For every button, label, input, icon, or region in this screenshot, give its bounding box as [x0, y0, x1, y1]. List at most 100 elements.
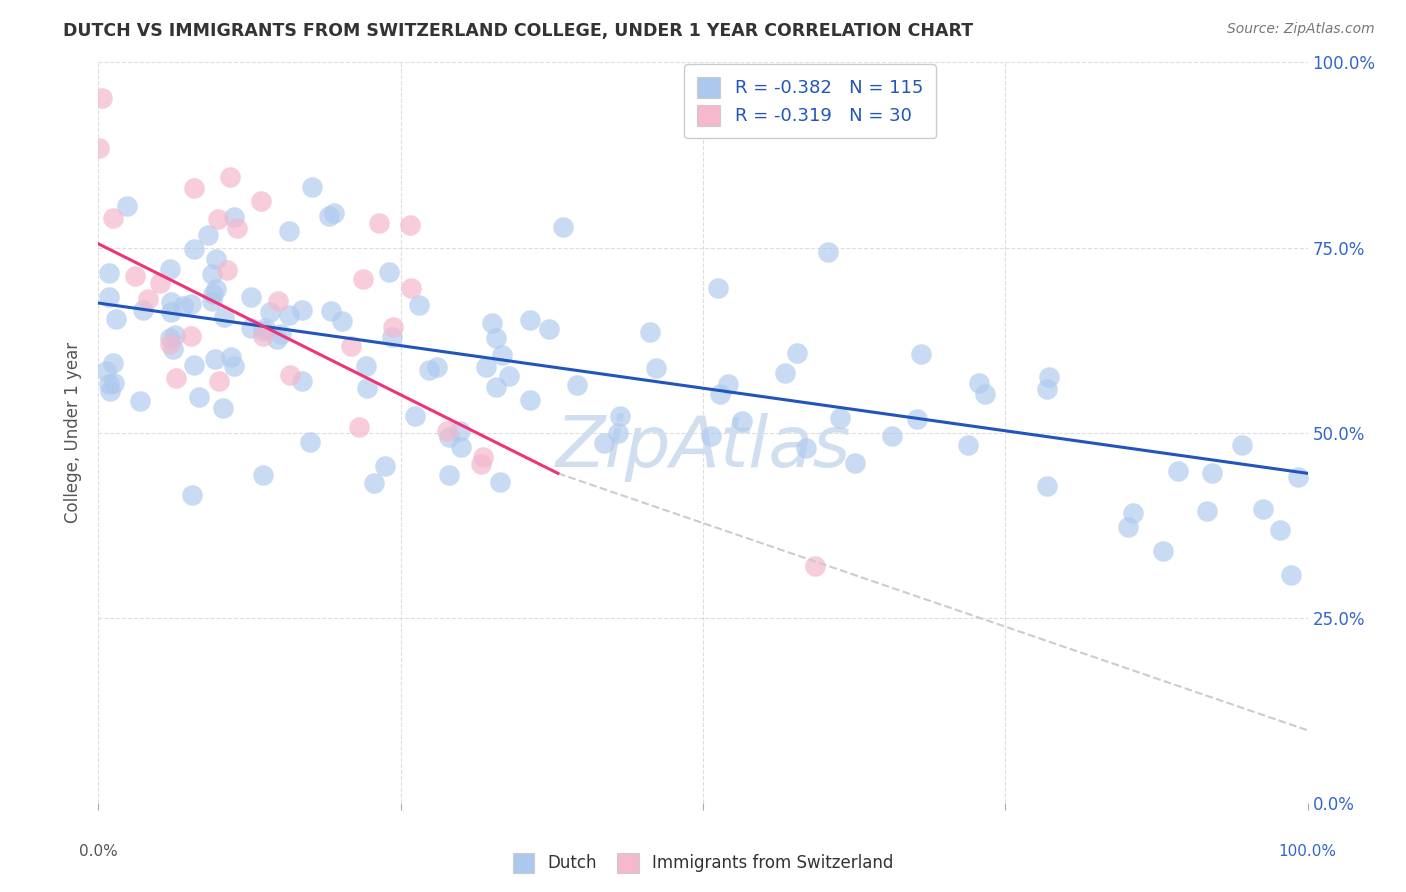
Legend: Dutch, Immigrants from Switzerland: Dutch, Immigrants from Switzerland	[506, 847, 900, 880]
Point	[222, 359, 245, 374]
Point	[1279, 568, 1302, 582]
Point	[240, 290, 263, 304]
Point	[828, 411, 851, 425]
Point	[519, 313, 541, 327]
Point	[408, 298, 430, 312]
Point	[1251, 502, 1274, 516]
Point	[128, 394, 150, 409]
Point	[226, 220, 249, 235]
Text: DUTCH VS IMMIGRANTS FROM SWITZERLAND COLLEGE, UNDER 1 YEAR CORRELATION CHART: DUTCH VS IMMIGRANTS FROM SWITZERLAND COL…	[63, 22, 973, 40]
Point	[957, 437, 980, 451]
Point	[450, 440, 472, 454]
Point	[318, 209, 340, 223]
Point	[183, 359, 205, 373]
Point	[399, 281, 422, 295]
Point	[200, 267, 222, 281]
Point	[378, 265, 401, 279]
Point	[180, 328, 202, 343]
Text: ZipAtlas: ZipAtlas	[555, 413, 851, 482]
Point	[219, 351, 242, 365]
Point	[165, 327, 187, 342]
Point	[278, 308, 301, 322]
Point	[205, 282, 228, 296]
Point	[706, 281, 728, 295]
Point	[437, 430, 460, 444]
Point	[472, 450, 495, 464]
Point	[638, 325, 661, 339]
Point	[491, 348, 513, 362]
Point	[181, 488, 204, 502]
Point	[252, 468, 274, 483]
Point	[201, 293, 224, 308]
Point	[644, 361, 666, 376]
Point	[1167, 464, 1189, 478]
Point	[354, 359, 377, 373]
Point	[219, 170, 242, 185]
Point	[1268, 523, 1291, 537]
Point	[259, 305, 281, 319]
Point	[278, 368, 301, 382]
Point	[1286, 470, 1309, 484]
Point	[481, 316, 503, 330]
Point	[470, 457, 492, 471]
Point	[323, 205, 346, 219]
Point	[105, 312, 128, 326]
Point	[418, 363, 440, 377]
Point	[485, 331, 508, 345]
Point	[253, 321, 276, 335]
Point	[485, 380, 508, 394]
Point	[136, 292, 159, 306]
Point	[347, 420, 370, 434]
Point	[910, 347, 932, 361]
Point	[205, 252, 228, 266]
Point	[180, 297, 202, 311]
Point	[817, 244, 839, 259]
Point	[98, 290, 121, 304]
Point	[159, 261, 181, 276]
Point	[538, 322, 561, 336]
Point	[298, 435, 321, 450]
Point	[204, 351, 226, 366]
Point	[967, 376, 990, 390]
Point	[159, 336, 181, 351]
Point	[212, 310, 235, 324]
Point	[844, 456, 866, 470]
Point	[208, 374, 231, 388]
Point	[103, 211, 125, 225]
Point	[794, 442, 817, 456]
Y-axis label: College, Under 1 year: College, Under 1 year	[65, 342, 83, 524]
Point	[1038, 370, 1060, 384]
Point	[172, 300, 194, 314]
Point	[882, 428, 904, 442]
Point	[103, 376, 125, 391]
Point	[291, 375, 314, 389]
Point	[201, 286, 224, 301]
Point	[1195, 504, 1218, 518]
Point	[1230, 438, 1253, 452]
Point	[1035, 382, 1057, 396]
Point	[436, 424, 458, 438]
Point	[96, 364, 118, 378]
Point	[449, 424, 471, 438]
Point	[786, 345, 808, 359]
Point	[159, 305, 181, 319]
Point	[162, 343, 184, 357]
Point	[132, 302, 155, 317]
Point	[974, 386, 997, 401]
Point	[498, 368, 520, 383]
Point	[356, 381, 378, 395]
Point	[98, 266, 121, 280]
Point	[267, 293, 290, 308]
Point	[98, 376, 121, 391]
Point	[374, 458, 396, 473]
Point	[183, 243, 205, 257]
Point	[367, 216, 389, 230]
Point	[222, 210, 245, 224]
Point	[252, 328, 274, 343]
Point	[252, 325, 274, 339]
Point	[519, 393, 541, 408]
Text: 100.0%: 100.0%	[1278, 844, 1337, 858]
Point	[165, 370, 187, 384]
Point	[270, 327, 292, 342]
Point	[399, 218, 422, 232]
